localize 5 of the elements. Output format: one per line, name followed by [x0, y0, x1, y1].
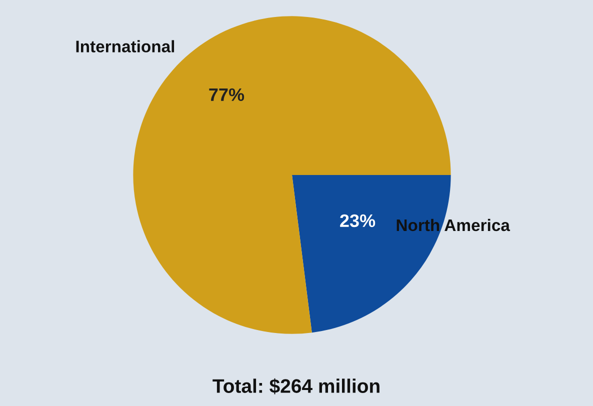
- slice-label: North America: [396, 218, 510, 232]
- text: Total: $264 million: [212, 378, 380, 394]
- data-label: 77%: [209, 88, 244, 102]
- slice-label: International: [76, 40, 174, 52]
- data-label: 23%: [340, 214, 376, 228]
